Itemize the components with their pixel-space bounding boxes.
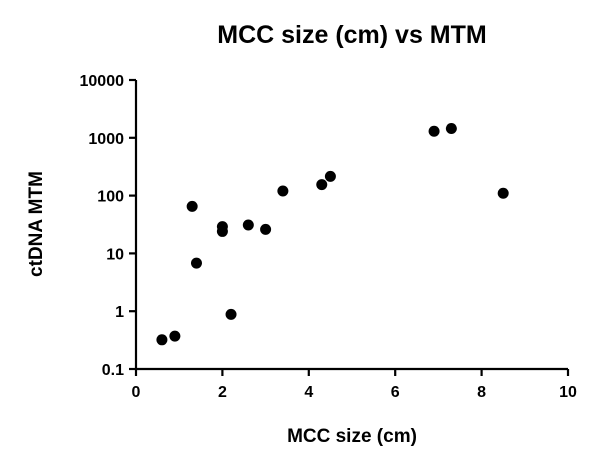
x-tick-label: 0 xyxy=(132,384,141,401)
x-tick-label: 6 xyxy=(391,384,400,401)
y-tick-label: 1000 xyxy=(88,131,124,148)
y-tick-label: 10 xyxy=(106,246,124,263)
x-tick-label: 10 xyxy=(559,384,577,401)
data-point xyxy=(497,187,509,199)
x-axis-label: MCC size (cm) xyxy=(287,426,417,447)
data-point xyxy=(186,200,198,212)
data-point xyxy=(225,308,237,320)
data-point xyxy=(324,170,336,182)
ticks: 0 2 4 6 8 10 0.1 1 10 100 1000 10000 xyxy=(80,73,578,401)
data-point xyxy=(190,257,202,269)
data-point xyxy=(445,122,457,134)
axes xyxy=(134,80,568,371)
y-tick-label: 1 xyxy=(115,304,124,321)
y-tick-label: 0.1 xyxy=(102,362,124,379)
x-tick-label: 4 xyxy=(304,384,313,401)
data-point xyxy=(242,219,254,231)
data-point xyxy=(169,330,181,342)
data-points xyxy=(156,122,509,346)
data-point xyxy=(277,185,289,197)
chart-title: MCC size (cm) vs MTM xyxy=(217,21,486,49)
data-point xyxy=(216,225,228,237)
data-point xyxy=(316,179,328,191)
y-tick-label: 100 xyxy=(97,189,124,206)
x-tick-label: 2 xyxy=(218,384,227,401)
y-tick-label: 10000 xyxy=(80,73,125,90)
data-point xyxy=(156,334,168,346)
data-point xyxy=(428,125,440,137)
data-point xyxy=(260,223,272,235)
y-axis-label: ctDNA MTM xyxy=(26,171,47,277)
x-tick-label: 8 xyxy=(477,384,486,401)
